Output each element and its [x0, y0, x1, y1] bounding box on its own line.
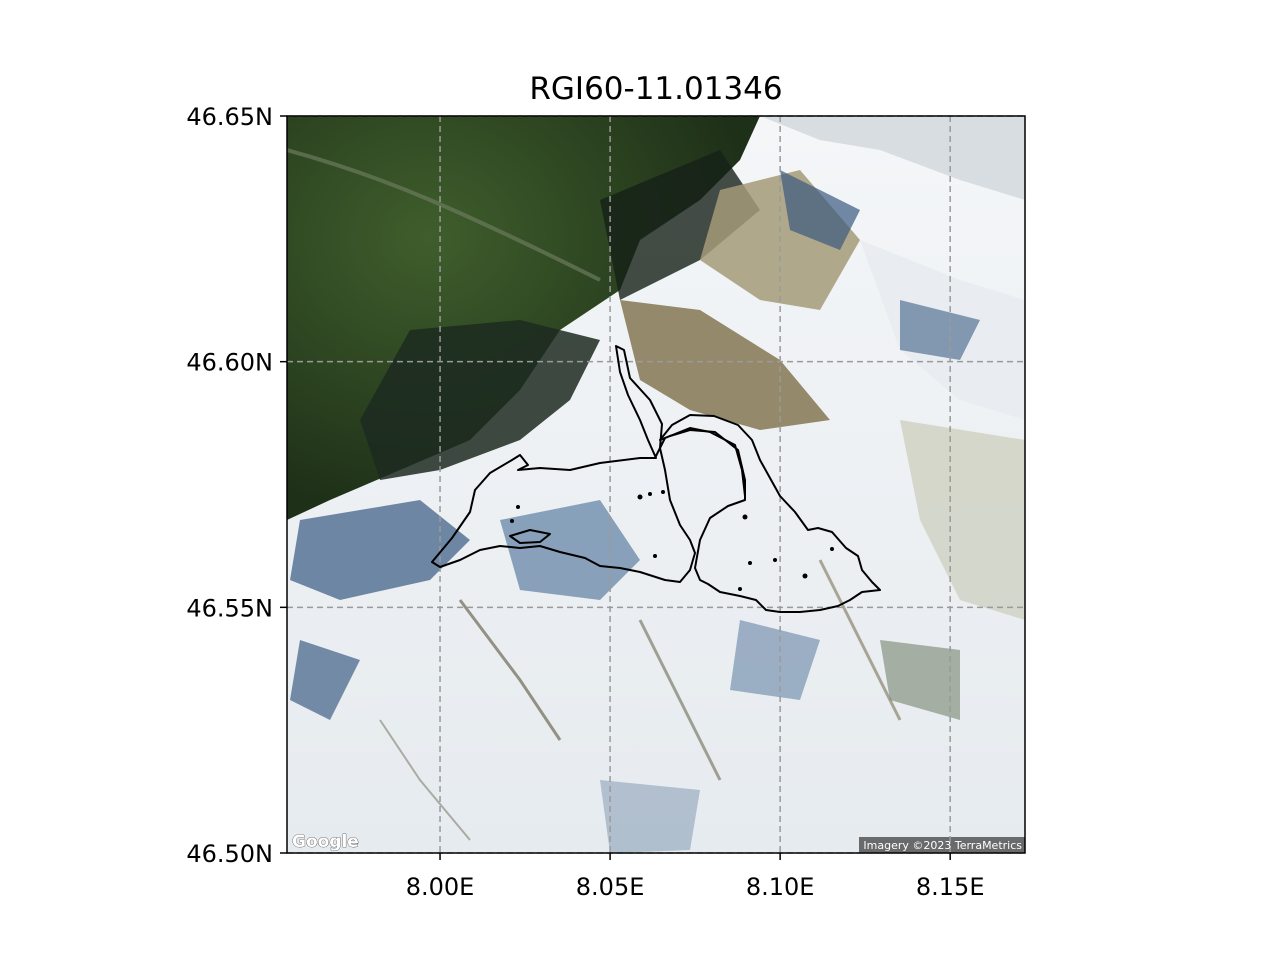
y-tick-label: 46.65N: [186, 103, 273, 131]
google-logo: Google: [292, 832, 359, 852]
map-frame: [286, 115, 1026, 854]
glacier-outline: [431, 345, 881, 613]
y-tick-label: 46.60N: [186, 349, 273, 377]
glacier-inner-loop: [654, 427, 746, 497]
x-tick-label: 8.00E: [406, 873, 475, 901]
y-axis: 46.50N 46.55N 46.60N 46.65N: [186, 103, 287, 868]
map-title: RGI60-11.01346: [529, 71, 782, 107]
x-axis: 8.00E 8.05E 8.10E 8.15E: [406, 853, 985, 901]
x-tick-label: 8.10E: [746, 873, 815, 901]
y-tick-label: 46.55N: [186, 594, 273, 622]
x-tick-label: 8.15E: [916, 873, 985, 901]
glacier-outline-east: [659, 414, 881, 613]
glacier-rock-outcrop: [509, 529, 551, 544]
y-tick-label: 46.50N: [186, 840, 273, 868]
x-tick-label: 8.05E: [576, 873, 645, 901]
glacier-outline-west: [431, 345, 696, 583]
nunatak-markers: [510, 490, 834, 591]
satellite-basemap: [287, 116, 1025, 853]
imagery-attribution: Imagery ©2023 TerraMetrics: [863, 839, 1022, 852]
